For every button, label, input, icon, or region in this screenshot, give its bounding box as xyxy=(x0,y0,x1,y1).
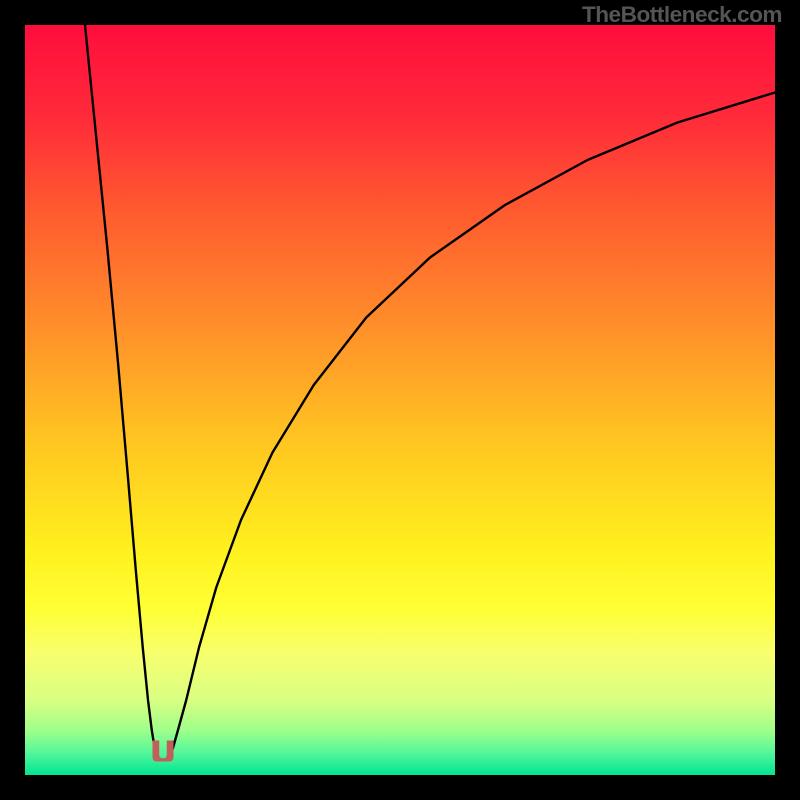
chart-frame: TheBottleneck.com xyxy=(0,0,800,800)
watermark-text: TheBottleneck.com xyxy=(582,2,782,28)
bottleneck-chart xyxy=(0,0,800,800)
